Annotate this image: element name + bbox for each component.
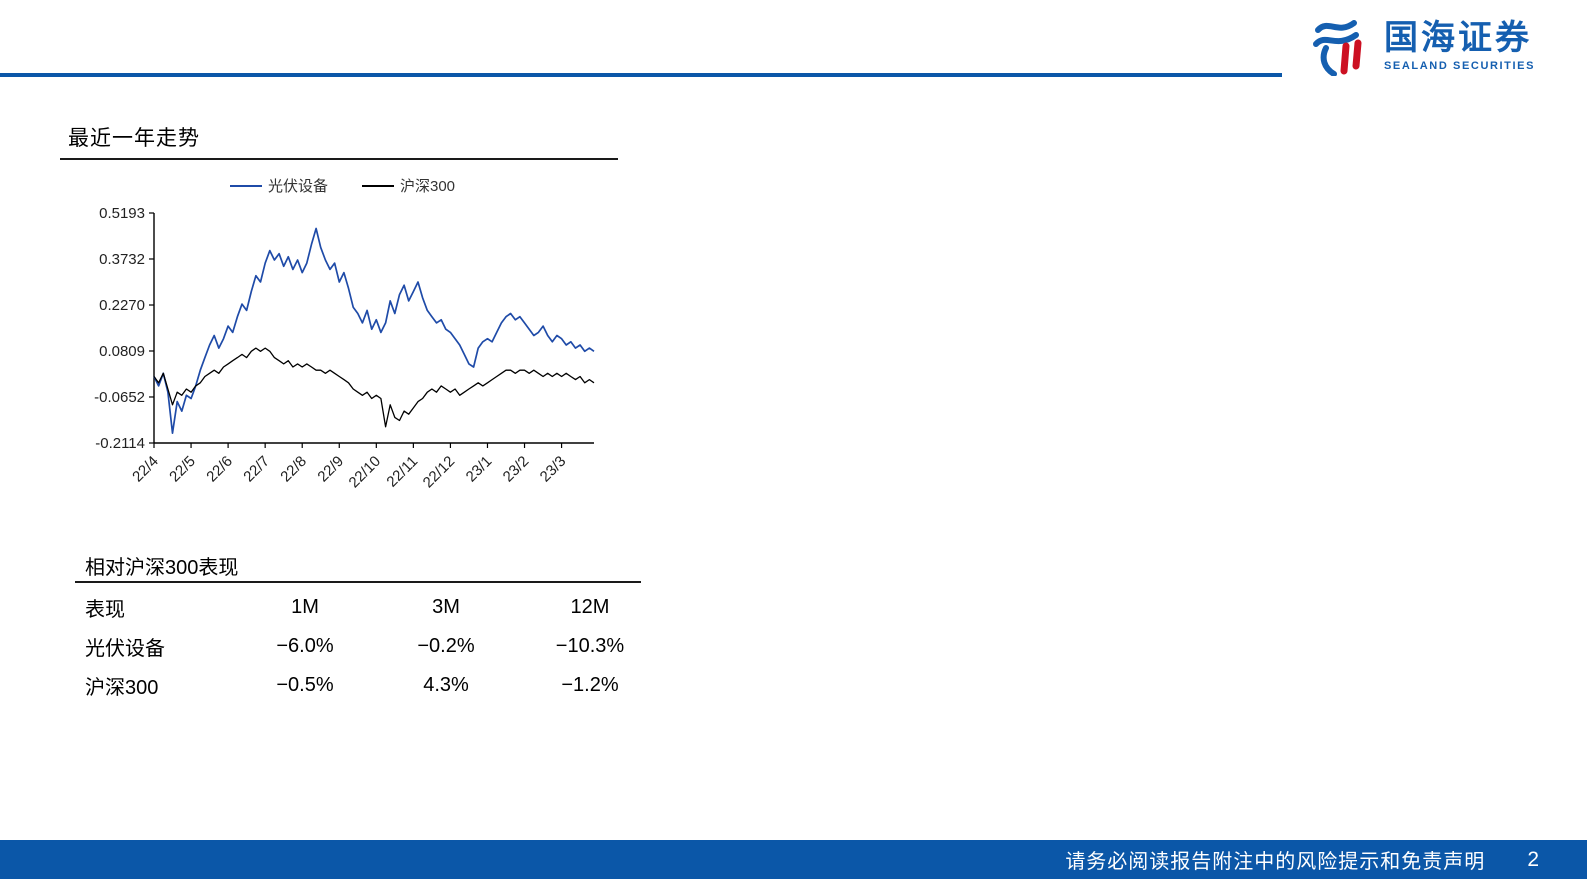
x-tick-label: 22/12 <box>420 453 459 492</box>
logo-text: 国海证券 SEALAND SECURITIES <box>1384 19 1536 72</box>
table-header-row: 表现 1M 3M 12M <box>85 588 663 627</box>
y-tick-label: -0.2114 <box>95 435 145 452</box>
table-section-title: 相对沪深300表现 <box>85 557 239 579</box>
x-tick-label: 22/6 <box>203 453 236 486</box>
value-cell: −1.2% <box>561 674 619 696</box>
x-tick-label: 22/9 <box>314 453 347 486</box>
x-tick-label: 22/4 <box>129 453 162 486</box>
logo-company-name: 国海证券 <box>1384 19 1532 58</box>
value-cell: 4.3% <box>423 674 469 696</box>
row-label: 沪深300 <box>85 677 159 699</box>
footer-disclaimer: 请务必阅读报告附注中的风险提示和免责声明 <box>1065 851 1486 873</box>
table-header-cell: 3M <box>432 596 460 618</box>
y-tick-label: 0.5193 <box>99 205 145 222</box>
value-cell: −0.5% <box>276 674 334 696</box>
y-tick-label: -0.0652 <box>94 389 145 406</box>
value-cell: −0.2% <box>417 635 475 657</box>
logo-icon <box>1313 20 1362 76</box>
x-tick-label: 22/7 <box>240 453 273 486</box>
footer-page-number: 2 <box>1527 847 1539 871</box>
row-label: 光伏设备 <box>85 638 165 660</box>
relative-performance-table: 表现 1M 3M 12M 光伏设备 −6.0% −0.2% −10.3% 沪深3… <box>85 588 663 705</box>
table-header-cell: 12M <box>570 596 610 618</box>
table-header-cell: 表现 <box>85 599 125 621</box>
table-row: 沪深300 −0.5% 4.3% −1.2% <box>85 666 663 705</box>
table-row: 光伏设备 −6.0% −0.2% −10.3% <box>85 627 663 666</box>
line-chart: 光伏设备 沪深300 0.5193 0.3732 0.2270 0.0809 -0.0652… <box>62 168 622 498</box>
series-line-0 <box>153 227 595 434</box>
legend-label: 光伏设备 <box>268 178 328 195</box>
y-tick-label: 0.0809 <box>99 343 145 360</box>
x-tick-label: 23/1 <box>463 453 496 486</box>
x-tick-label: 22/8 <box>277 453 310 486</box>
company-logo: 国海证券 SEALAND SECURITIES <box>1312 16 1535 76</box>
x-tick-label: 22/5 <box>166 453 199 486</box>
footer-bar: 请务必阅读报告附注中的风险提示和免责声明 2 <box>0 840 1587 879</box>
table-title-underline <box>75 581 641 583</box>
chart-title-underline <box>60 158 618 160</box>
x-tick-label: 23/2 <box>500 453 533 486</box>
value-cell: −6.0% <box>276 635 334 657</box>
legend-label: 沪深300 <box>400 178 455 195</box>
chart-section-title: 最近一年走势 <box>68 127 200 150</box>
x-tick-label: 23/3 <box>537 453 570 486</box>
table-header-cell: 1M <box>291 596 319 618</box>
value-cell: −10.3% <box>555 635 625 657</box>
x-tick-label: 22/11 <box>383 453 421 491</box>
x-tick-label: 22/10 <box>346 453 385 492</box>
series-line-1 <box>153 347 595 428</box>
chart-svg: 光伏设备 沪深300 0.5193 0.3732 0.2270 0.0809 -0.0652… <box>94 178 595 492</box>
header-divider <box>0 73 1282 77</box>
y-tick-label: 0.2270 <box>99 297 145 314</box>
y-tick-label: 0.3732 <box>99 251 145 268</box>
logo-company-name-en: SEALAND SECURITIES <box>1384 59 1536 72</box>
